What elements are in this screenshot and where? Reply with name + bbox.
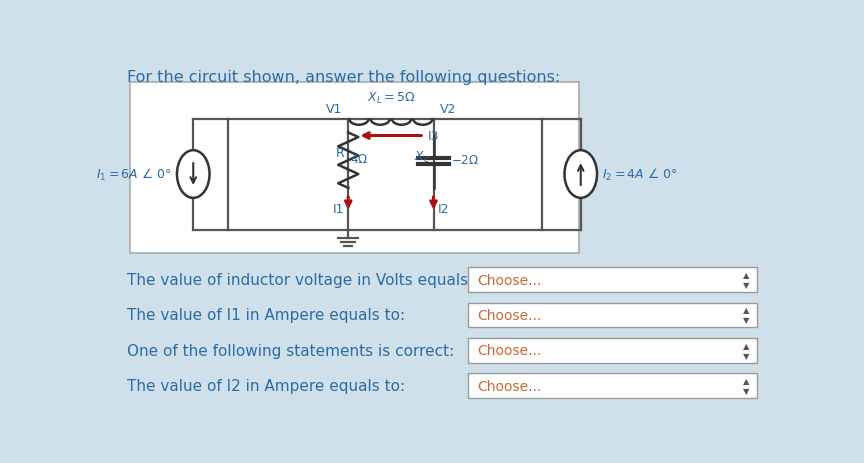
Text: I3: I3: [428, 130, 439, 143]
Text: Choose...: Choose...: [478, 308, 542, 322]
Text: ▲: ▲: [742, 341, 749, 350]
Text: V2: V2: [440, 102, 456, 115]
Text: ▲: ▲: [742, 306, 749, 315]
Text: ▼: ▼: [742, 386, 749, 395]
Text: $-2\Omega$: $-2\Omega$: [451, 154, 480, 167]
Text: For the circuit shown, answer the following questions:: For the circuit shown, answer the follow…: [127, 69, 561, 84]
Text: One of the following statements is correct:: One of the following statements is corre…: [127, 343, 454, 358]
Text: I2: I2: [437, 203, 449, 216]
Text: $X_c$: $X_c$: [414, 150, 429, 164]
FancyBboxPatch shape: [468, 374, 757, 398]
Text: $I_1 = 6A\ \angle\ 0°$: $I_1 = 6A\ \angle\ 0°$: [96, 167, 172, 183]
Text: Choose...: Choose...: [478, 344, 542, 357]
Text: $I_2 = 4A\ \angle\ 0°$: $I_2 = 4A\ \angle\ 0°$: [602, 167, 678, 183]
Text: ▼: ▼: [742, 316, 749, 325]
Text: $X_L = 5\Omega$: $X_L = 5\Omega$: [366, 90, 416, 106]
Text: ▼: ▼: [742, 351, 749, 360]
Text: I1: I1: [333, 203, 345, 216]
Text: V1: V1: [326, 102, 342, 115]
FancyBboxPatch shape: [468, 338, 757, 363]
Text: ▲: ▲: [742, 376, 749, 386]
FancyBboxPatch shape: [130, 83, 579, 254]
Text: The value of I2 in Ampere equals to:: The value of I2 in Ampere equals to:: [127, 378, 405, 394]
Text: ▼: ▼: [742, 280, 749, 289]
Ellipse shape: [564, 151, 597, 199]
Text: ▲: ▲: [742, 270, 749, 280]
Text: $4\Omega$: $4\Omega$: [350, 153, 368, 166]
Text: Choose...: Choose...: [478, 379, 542, 393]
FancyBboxPatch shape: [468, 303, 757, 327]
Ellipse shape: [177, 151, 210, 199]
FancyBboxPatch shape: [468, 268, 757, 292]
Text: R: R: [335, 147, 345, 160]
Text: Choose...: Choose...: [478, 273, 542, 287]
Text: The value of I1 in Ampere equals to:: The value of I1 in Ampere equals to:: [127, 308, 405, 323]
Text: The value of inductor voltage in Volts equals to:: The value of inductor voltage in Volts e…: [127, 272, 494, 288]
